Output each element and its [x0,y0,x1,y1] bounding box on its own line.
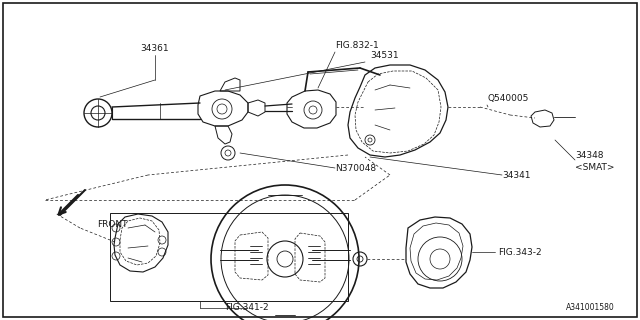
Text: FIG.832-1: FIG.832-1 [335,41,379,50]
Text: A341001580: A341001580 [566,303,615,313]
Text: 34348: 34348 [575,150,604,159]
Text: FRONT: FRONT [97,220,127,228]
Text: FIG.341-2: FIG.341-2 [225,303,269,313]
Text: 34531: 34531 [371,51,399,60]
Text: <SMAT>: <SMAT> [575,163,614,172]
Text: N370048: N370048 [335,164,376,172]
Text: 34341: 34341 [502,171,531,180]
Text: FIG.343-2: FIG.343-2 [498,247,541,257]
Text: Q540005: Q540005 [487,93,529,102]
Bar [110,213,348,301]
Text: 34361: 34361 [141,44,170,52]
